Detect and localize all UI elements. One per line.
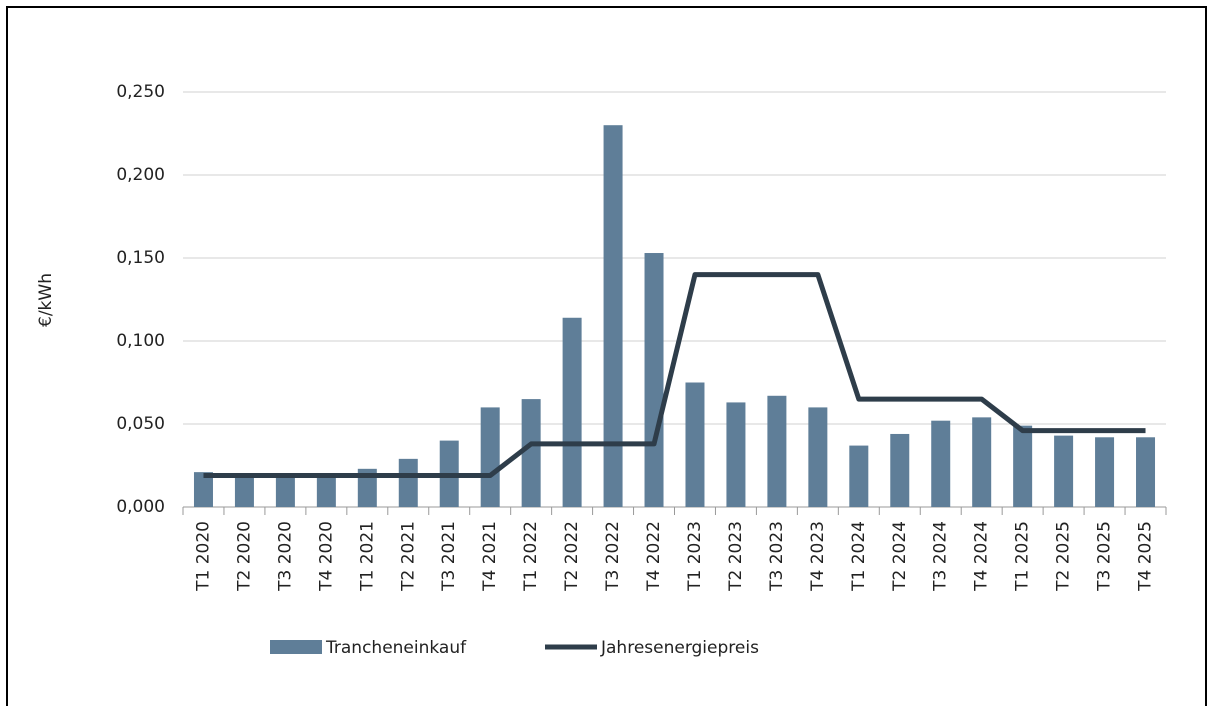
x-tick-label: T3 2024 — [931, 521, 951, 592]
bar — [275, 473, 295, 507]
y-tick-label: 0,050 — [116, 414, 165, 434]
bar — [480, 407, 500, 507]
legend-label: Tranche­neinkauf — [325, 638, 467, 658]
x-tick-label: T2 2022 — [562, 521, 582, 592]
x-tick-label: T4 2025 — [1136, 521, 1156, 592]
x-tick-label: T4 2022 — [644, 521, 664, 592]
x-tick-label: T1 2021 — [357, 521, 377, 592]
y-tick-label: 0,150 — [116, 248, 165, 268]
x-tick-label: T3 2022 — [603, 521, 623, 592]
x-tick-label: T2 2025 — [1054, 521, 1074, 592]
y-tick-label: 0,000 — [116, 497, 165, 517]
x-tick-label: T3 2021 — [439, 521, 459, 592]
bar — [193, 472, 213, 507]
bar — [234, 473, 254, 507]
x-tick-label: T4 2024 — [972, 521, 992, 592]
bar — [644, 253, 664, 507]
x-tick-label: T2 2020 — [234, 521, 254, 592]
x-tick-label: T3 2020 — [275, 521, 295, 592]
x-tick-label: T1 2024 — [849, 521, 869, 592]
bar — [931, 420, 951, 507]
x-tick-label: T4 2023 — [808, 521, 828, 592]
bar — [726, 402, 746, 507]
x-tick-label: T2 2023 — [726, 521, 746, 592]
bar — [1013, 425, 1033, 507]
legend-label: Jahresenergiepreis — [600, 638, 759, 658]
bar — [562, 317, 582, 507]
bar — [398, 458, 418, 507]
x-tick-label: T2 2024 — [890, 521, 910, 592]
y-axis-label: €/kWh — [36, 273, 56, 327]
x-tick-label: T1 2025 — [1013, 521, 1033, 592]
x-tick-label: T1 2022 — [521, 521, 541, 592]
bar — [603, 125, 623, 507]
bar — [890, 433, 910, 507]
bar — [521, 399, 541, 507]
x-tick-label: T4 2020 — [316, 521, 336, 592]
line — [203, 272, 1146, 478]
bar — [316, 473, 336, 507]
legend-swatch — [270, 640, 322, 654]
x-tick-label: T3 2025 — [1095, 521, 1115, 592]
x-tick-label: T4 2021 — [480, 521, 500, 592]
bar — [972, 417, 992, 507]
y-tick-label: 0,200 — [116, 165, 165, 185]
bar — [685, 382, 705, 507]
x-tick-label: T1 2020 — [193, 521, 213, 592]
bar — [1095, 437, 1115, 507]
y-tick-label: 0,100 — [116, 331, 165, 351]
bar — [1054, 435, 1074, 507]
frame — [6, 6, 1207, 706]
x-tick-label: T2 2021 — [398, 521, 418, 592]
bar — [767, 395, 787, 507]
x-tick-label: T3 2023 — [767, 521, 787, 592]
y-tick-label: 0,250 — [116, 82, 165, 102]
bar — [357, 468, 377, 507]
bar — [808, 407, 828, 507]
x-tick-label: T1 2023 — [685, 521, 705, 592]
bar — [1136, 437, 1156, 507]
bar — [849, 445, 869, 507]
